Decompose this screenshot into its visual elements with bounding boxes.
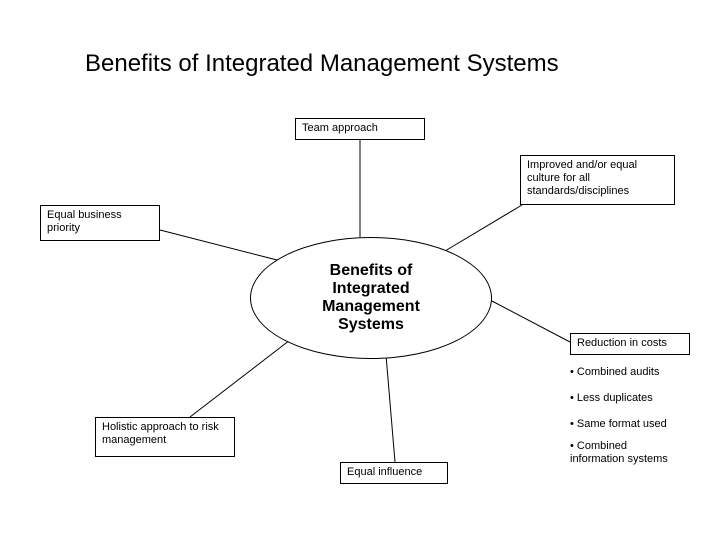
bullet-same-format: • Same format used xyxy=(570,418,667,431)
page-title: Benefits of Integrated Management System… xyxy=(85,50,559,78)
bullet-combined-audits: • Combined audits xyxy=(570,366,659,379)
node-equal-priority: Equal business priority xyxy=(40,205,160,241)
node-equal-influence: Equal influence xyxy=(340,462,448,484)
bullet-combined-info-sys: • Combined information systems xyxy=(570,440,680,466)
center-ellipse: Benefits of Integrated Management System… xyxy=(250,237,492,359)
node-holistic-approach: Holistic approach to risk management xyxy=(95,417,235,457)
connector-line xyxy=(386,355,395,462)
diagram-stage: Benefits of Integrated Management System… xyxy=(0,0,720,540)
node-team-approach: Team approach xyxy=(295,118,425,140)
bullet-less-duplicates: • Less duplicates xyxy=(570,392,653,405)
connector-line xyxy=(160,230,277,260)
node-reduction-costs: Reduction in costs xyxy=(570,333,690,355)
node-improved-culture: Improved and/or equal culture for all st… xyxy=(520,155,675,205)
center-label: Benefits of Integrated Management System… xyxy=(306,262,436,334)
connector-line xyxy=(190,340,290,417)
connector-line xyxy=(490,300,570,342)
connector-line xyxy=(445,205,522,251)
